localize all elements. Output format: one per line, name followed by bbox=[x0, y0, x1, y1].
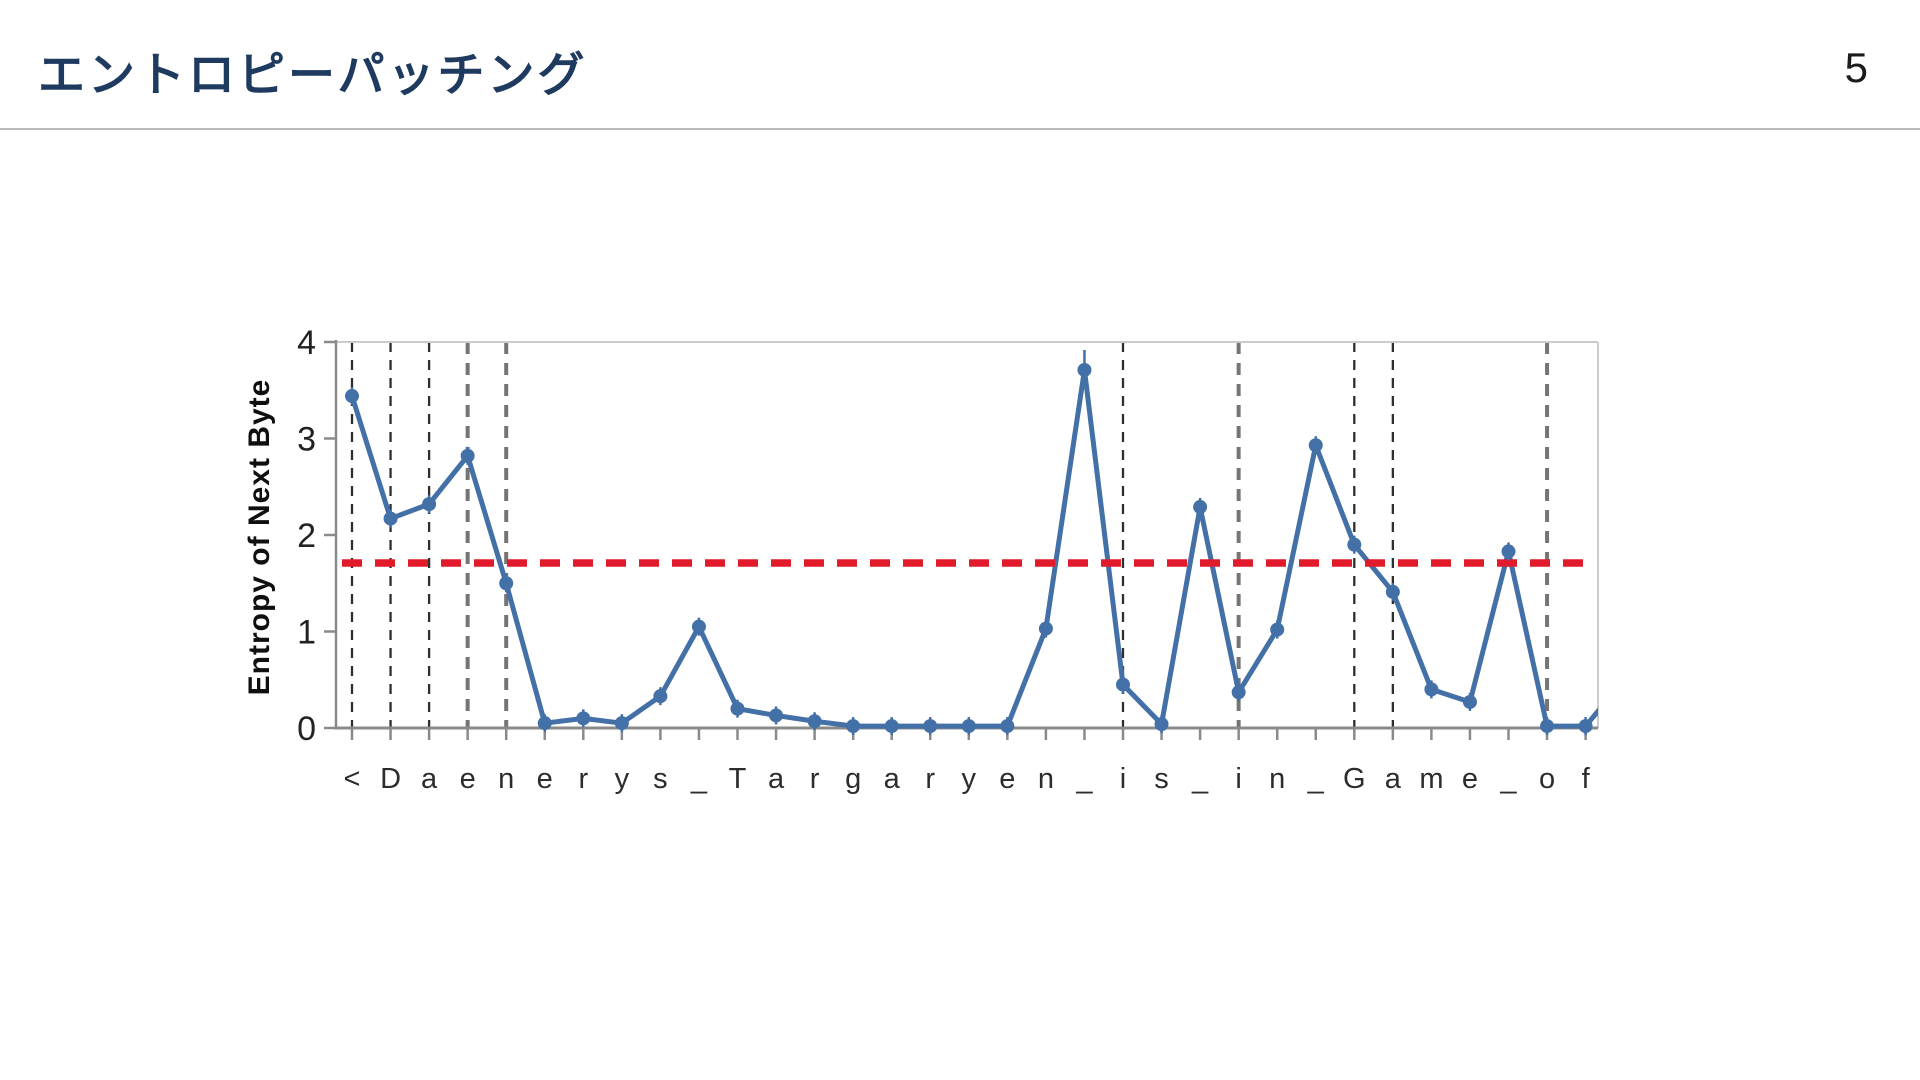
x-axis-tick-label: < bbox=[344, 763, 361, 795]
data-point-marker bbox=[1270, 622, 1285, 637]
x-axis-tick-label: e bbox=[1462, 763, 1478, 795]
y-axis-tick-label: 3 bbox=[297, 421, 316, 459]
x-axis-tick-label: G bbox=[1343, 763, 1366, 795]
x-axis-tick-label: s bbox=[1154, 763, 1169, 795]
data-point-marker bbox=[961, 719, 976, 734]
data-point-marker bbox=[769, 708, 784, 723]
y-axis-tick-label: 2 bbox=[297, 517, 316, 555]
data-point-marker bbox=[1501, 544, 1516, 559]
x-axis-tick-label: r bbox=[578, 763, 588, 795]
data-point-marker bbox=[884, 719, 899, 734]
x-axis-tick-label: e bbox=[537, 763, 553, 795]
data-point-marker bbox=[1424, 682, 1439, 697]
x-axis-tick-label: r bbox=[925, 763, 935, 795]
header-divider bbox=[0, 128, 1920, 130]
x-axis-tick-label: y bbox=[962, 763, 977, 795]
data-point-marker bbox=[460, 448, 475, 463]
x-axis-tick-label: _ bbox=[1191, 763, 1209, 795]
data-point-marker bbox=[1154, 717, 1169, 732]
data-point-marker bbox=[1347, 537, 1362, 552]
data-point-marker bbox=[1308, 438, 1323, 453]
data-point-marker bbox=[1077, 362, 1092, 377]
data-point-marker bbox=[1000, 719, 1015, 734]
data-point-marker bbox=[1231, 685, 1246, 700]
x-axis-tick-label: o bbox=[1539, 763, 1555, 795]
x-axis-tick-label: i bbox=[1235, 763, 1241, 795]
data-point-marker bbox=[1116, 677, 1130, 692]
x-axis-tick-label: D bbox=[380, 763, 401, 795]
x-axis-tick-label: n bbox=[1269, 763, 1285, 795]
y-axis-tick-label: 0 bbox=[297, 710, 316, 748]
x-axis-tick-label: _ bbox=[1499, 763, 1517, 795]
data-point-marker bbox=[807, 714, 822, 729]
data-point-marker bbox=[1385, 584, 1400, 599]
data-point-marker bbox=[846, 719, 861, 734]
data-point-marker bbox=[1462, 694, 1477, 709]
entropy-line bbox=[349, 367, 1598, 729]
data-point-marker bbox=[691, 619, 706, 634]
data-point-marker bbox=[422, 497, 437, 512]
data-point-marker bbox=[730, 701, 745, 716]
x-axis-tick-label: r bbox=[810, 763, 820, 795]
slide-title: エントロピーパッチング bbox=[38, 48, 588, 101]
x-axis-tick-label: m bbox=[1419, 763, 1443, 795]
x-axis-tick-label: i bbox=[1120, 763, 1126, 795]
data-point-marker bbox=[576, 711, 591, 726]
x-axis-tick-label: g bbox=[845, 763, 861, 795]
x-axis-tick-label: e bbox=[999, 763, 1015, 795]
y-axis-title: Entropy of Next Byte bbox=[243, 379, 276, 696]
data-point-marker bbox=[1578, 719, 1593, 734]
x-axis-tick-label: a bbox=[768, 763, 785, 795]
data-point-marker bbox=[1540, 719, 1555, 734]
y-axis-tick-label: 4 bbox=[297, 325, 316, 362]
x-axis-tick-label: a bbox=[1385, 763, 1402, 795]
x-axis-tick-label: e bbox=[460, 763, 476, 795]
data-point-marker bbox=[345, 389, 359, 404]
x-axis-tick-label: _ bbox=[1307, 763, 1325, 795]
x-axis-tick-label: a bbox=[884, 763, 901, 795]
x-axis-tick-label: n bbox=[498, 763, 514, 795]
data-point-marker bbox=[923, 719, 938, 734]
x-axis-tick-label: y bbox=[615, 763, 630, 795]
page-number: 5 bbox=[1844, 44, 1868, 91]
data-point-marker bbox=[614, 716, 629, 731]
x-axis-tick-label: f bbox=[1582, 763, 1591, 795]
data-point-marker bbox=[1038, 621, 1053, 636]
data-point-marker bbox=[383, 511, 398, 526]
x-axis-tick-label: _ bbox=[1075, 763, 1093, 795]
y-axis-tick-label: 1 bbox=[297, 614, 316, 652]
data-point-marker bbox=[653, 689, 668, 704]
data-point-marker bbox=[1193, 500, 1208, 515]
x-axis-tick-label: s bbox=[653, 763, 668, 795]
data-point-marker bbox=[537, 716, 552, 731]
data-point-marker bbox=[499, 576, 514, 591]
x-axis-tick-label: a bbox=[421, 763, 438, 795]
x-axis-tick-label: n bbox=[1038, 763, 1054, 795]
x-axis-tick-label: _ bbox=[690, 763, 708, 795]
x-axis-tick-label: T bbox=[729, 763, 747, 795]
